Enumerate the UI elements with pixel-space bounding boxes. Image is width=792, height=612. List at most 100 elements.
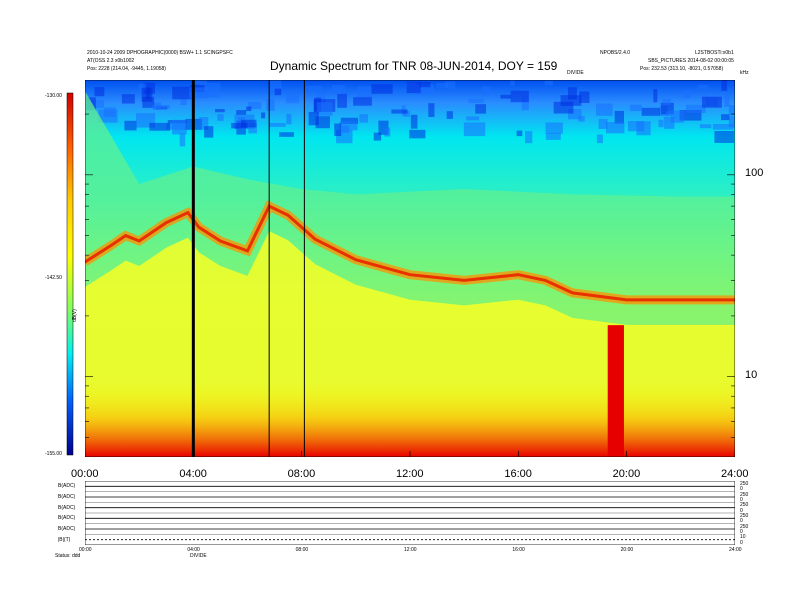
noise-patch xyxy=(436,82,449,88)
panel-label: B(ADC) xyxy=(58,483,76,490)
x-tick-label: 08:00 xyxy=(287,468,316,480)
noise-patch xyxy=(215,109,225,113)
panel-right-tick: 0 xyxy=(740,497,743,503)
noise-patch xyxy=(403,110,410,117)
noise-patch xyxy=(138,83,147,91)
noise-patch xyxy=(409,129,426,139)
noise-patch xyxy=(653,89,658,103)
panel-x-tick-label: 04:00 xyxy=(187,547,200,553)
panel-x-tick-label: 08:00 xyxy=(295,547,309,553)
noise-patch xyxy=(152,104,170,109)
noise-patch xyxy=(89,99,105,109)
panel-right-tick: 0 xyxy=(740,539,743,546)
noise-patch xyxy=(384,127,391,137)
noise-patch xyxy=(410,114,418,129)
bottom-panels xyxy=(85,481,735,545)
noise-patch xyxy=(334,123,342,137)
noise-patch xyxy=(670,110,685,123)
noise-patch xyxy=(337,93,347,108)
noise-patch xyxy=(685,104,706,114)
noise-patch xyxy=(189,87,208,99)
noise-patch xyxy=(248,122,257,134)
noise-patch xyxy=(446,111,453,119)
noise-patch xyxy=(217,114,224,121)
panel-right-tick: 10 xyxy=(740,534,746,541)
noise-patch xyxy=(545,122,563,134)
noise-patch xyxy=(180,98,187,106)
noise-patch xyxy=(142,96,155,108)
noise-patch xyxy=(660,102,674,115)
noise-patch xyxy=(728,105,735,116)
noise-patch xyxy=(567,87,577,100)
panel-label: B(ADC) xyxy=(58,504,76,511)
x-tick-label: 20:00 xyxy=(612,468,641,480)
spectrogram xyxy=(85,80,735,457)
x-tick-label: 24:00 xyxy=(721,468,749,480)
panel-label: |B|(T) xyxy=(58,536,71,543)
noise-patch xyxy=(199,117,209,130)
panel-x-tick-label: 16:00 xyxy=(512,547,525,553)
noise-patch xyxy=(353,97,372,106)
x-tick-label: 04:00 xyxy=(179,468,207,480)
noise-patch xyxy=(373,132,382,141)
header-info-right-3: Pos: 232.53 (313.10, -8021, 0.57058) xyxy=(640,66,724,72)
header-info-left-1: 2010-10-24 2009 DPHOGRAPHIC(0000) BSW+ 1… xyxy=(87,50,233,56)
noise-patch xyxy=(724,94,730,107)
panel-x-tick-label: 00:00 xyxy=(79,547,92,553)
noise-patch xyxy=(568,109,582,120)
noise-patch xyxy=(614,110,624,124)
panel-right-tick: 250 xyxy=(740,513,749,519)
colorbar-top-label: -130.00 xyxy=(45,93,62,99)
noise-patch xyxy=(544,80,554,86)
noise-patch xyxy=(274,88,282,96)
noise-patch xyxy=(428,103,435,117)
noise-patch xyxy=(606,121,625,134)
noise-patch xyxy=(714,130,734,143)
noise-patch xyxy=(285,93,300,104)
noise-patch xyxy=(734,80,735,87)
noise-patch xyxy=(231,122,248,129)
noise-patch xyxy=(371,84,393,94)
noise-patch xyxy=(121,94,135,104)
noise-patch xyxy=(553,101,574,114)
noise-patch xyxy=(482,86,491,96)
colorbar-mid-label: -142.50 xyxy=(45,275,62,281)
colorbar-unit: dB(V) xyxy=(72,309,78,322)
colorbar xyxy=(66,92,74,456)
noise-patch xyxy=(204,126,214,138)
noise-patch xyxy=(391,109,408,114)
header-info-right-1b: L2STBOSTi:x0b1 xyxy=(695,50,734,56)
unit-label: kHz xyxy=(740,70,749,76)
panel-right-tick: 0 xyxy=(740,529,743,535)
colorbar-gradient xyxy=(66,92,74,456)
panel-label: B(ADC) xyxy=(58,526,76,532)
noise-patch xyxy=(236,110,247,115)
y-tick-label: 100 xyxy=(745,166,764,179)
noise-patch xyxy=(146,87,151,100)
noise-patch xyxy=(510,80,515,86)
panel-footer-status: Status: ddd xyxy=(55,553,81,559)
noise-patch xyxy=(94,87,105,97)
low-freq-band xyxy=(85,380,735,457)
panel-x-tick-label: 12:00 xyxy=(404,547,417,553)
noise-patch xyxy=(463,122,486,137)
panel-right-tick: 250 xyxy=(740,491,749,498)
noise-patch xyxy=(545,132,561,140)
noise-patch xyxy=(721,80,728,91)
noise-patch xyxy=(699,124,712,129)
noise-patch xyxy=(662,98,671,105)
noise-patch xyxy=(342,125,350,133)
noise-patch xyxy=(468,98,485,104)
noise-patch xyxy=(332,84,346,91)
noise-patch xyxy=(698,84,709,89)
vertical-markers xyxy=(191,80,305,457)
noise-patch xyxy=(330,88,342,95)
noise-patch xyxy=(510,90,529,103)
noise-patch xyxy=(269,80,282,92)
noise-patch xyxy=(728,116,735,128)
noise-patch xyxy=(241,119,257,128)
y-axis xyxy=(85,113,735,457)
noise-patch xyxy=(521,95,529,111)
noise-patch xyxy=(124,120,137,131)
noise-patch xyxy=(286,113,292,125)
